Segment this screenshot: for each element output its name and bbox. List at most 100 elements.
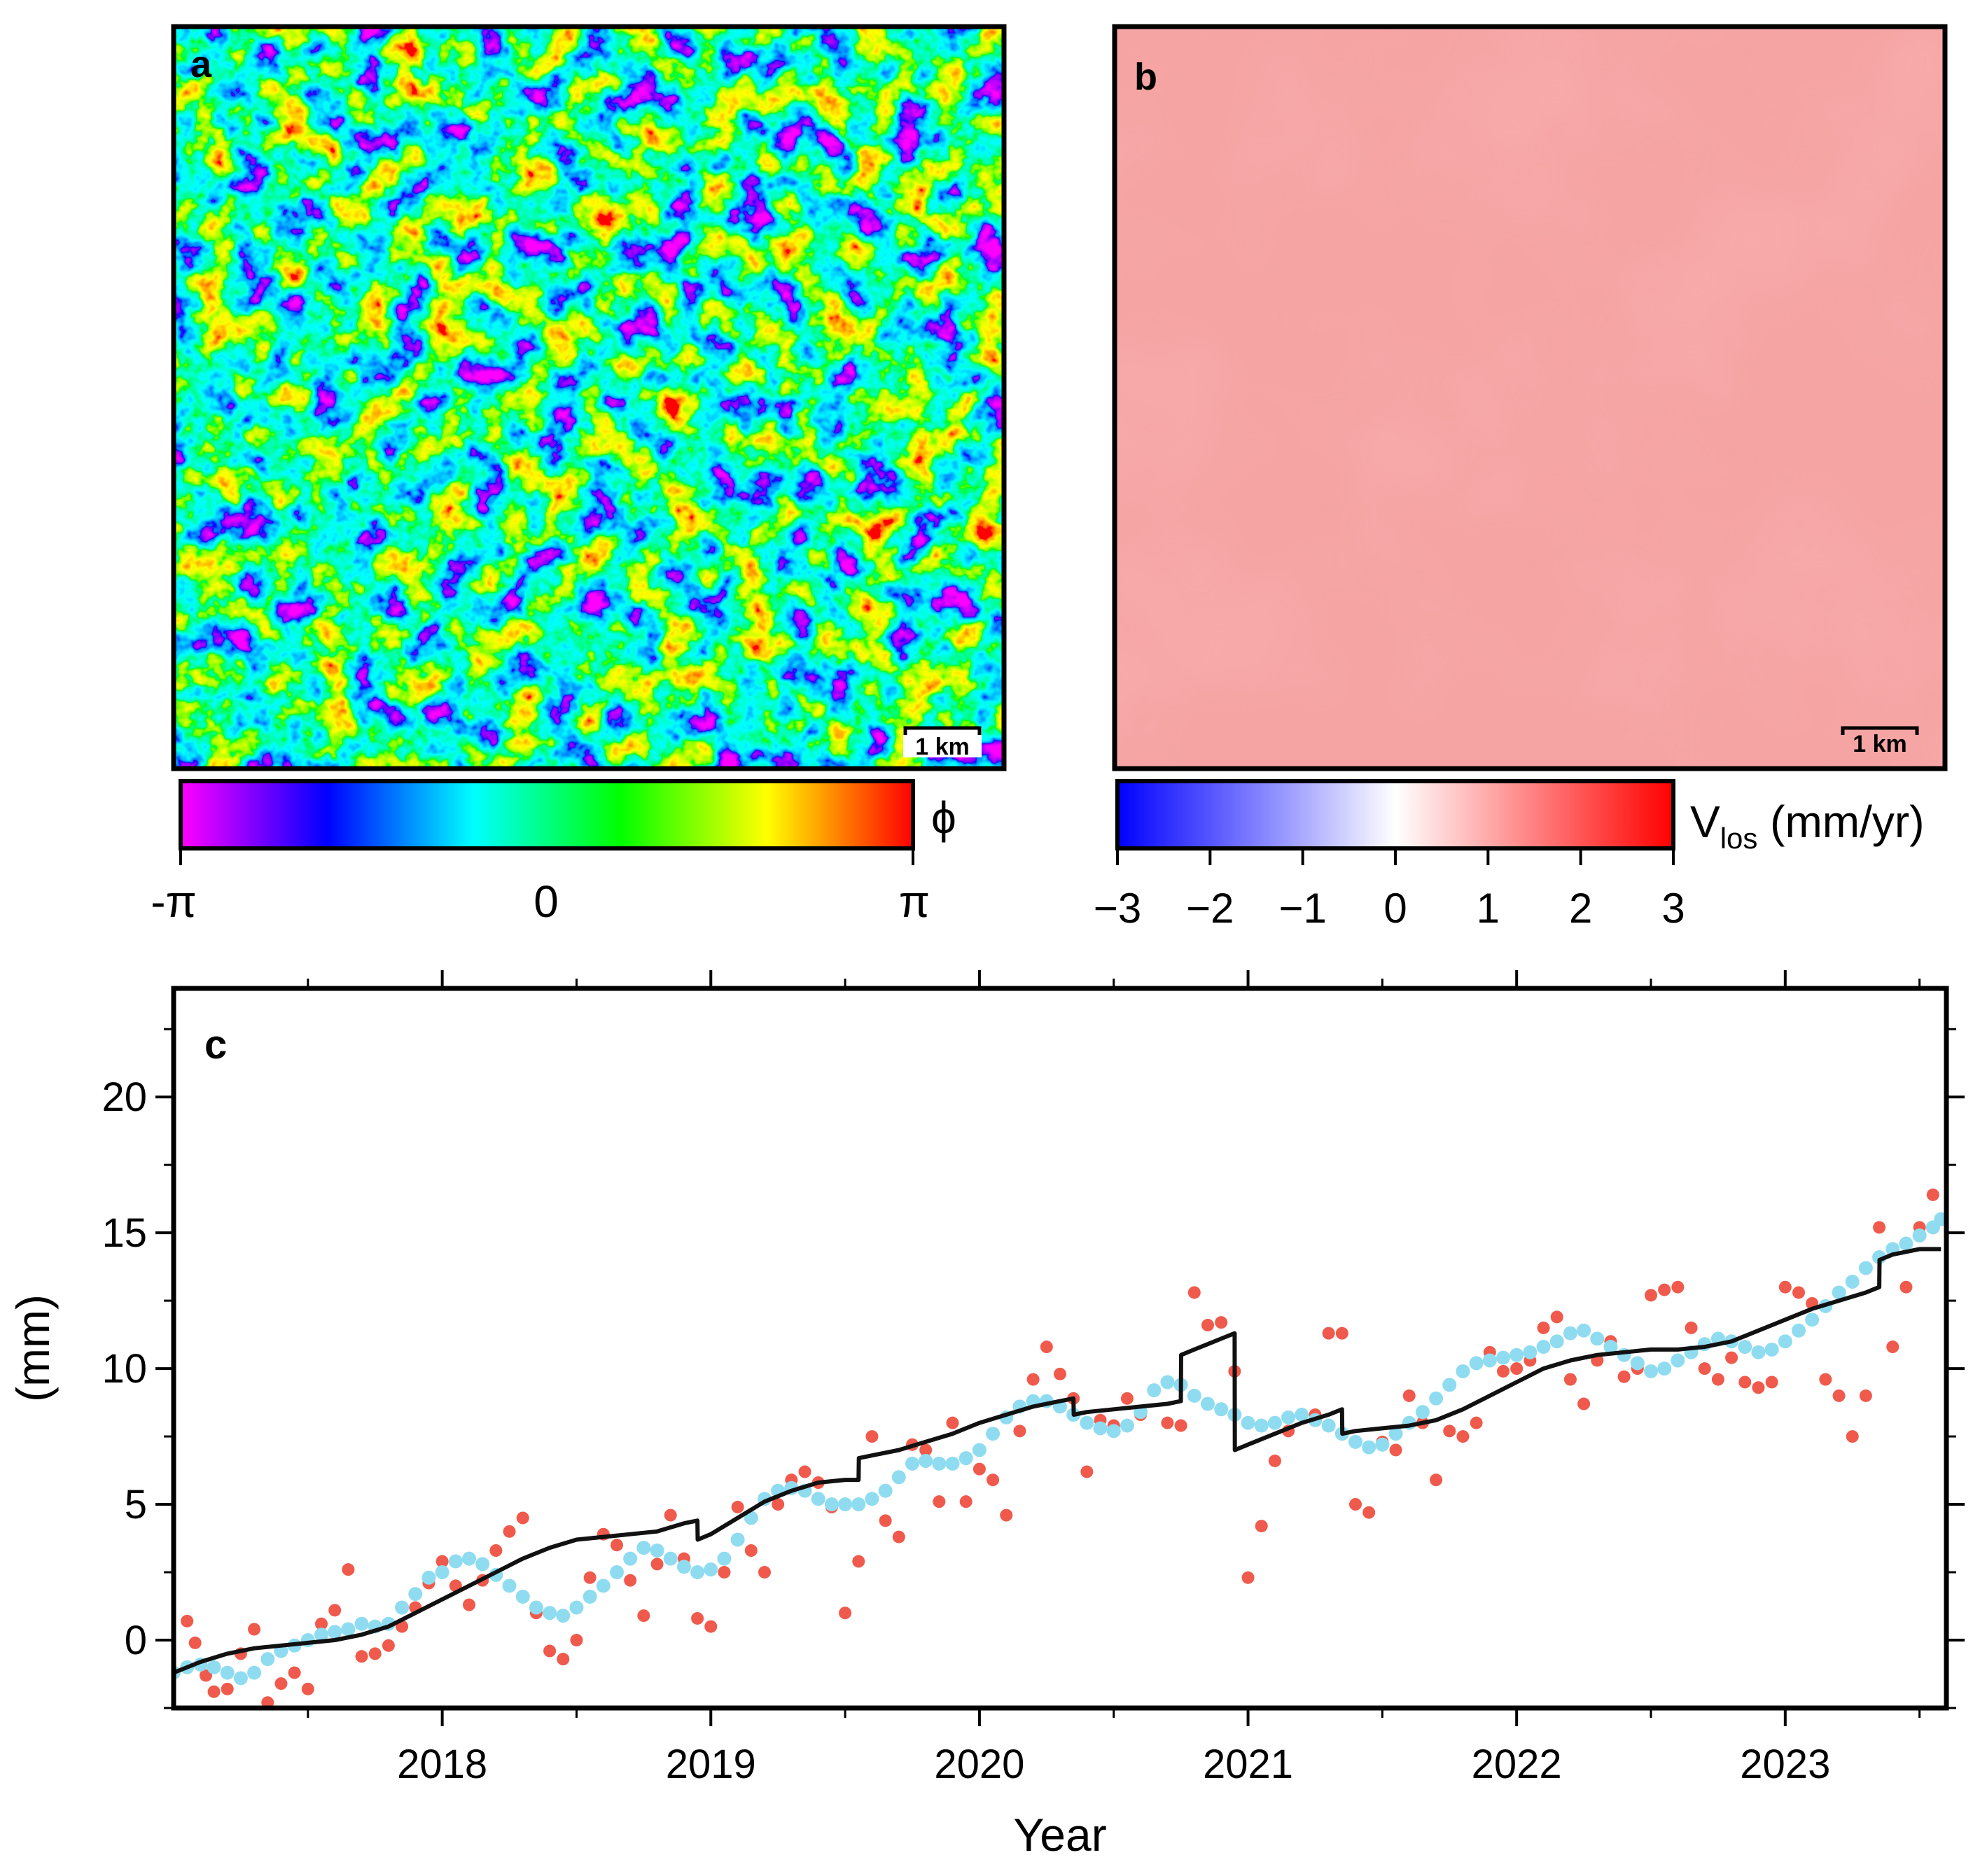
panel-a-phase-map (174, 27, 1004, 769)
smoothed-point (1577, 1323, 1591, 1338)
smoothed-point (811, 1492, 825, 1506)
panel-c-letter: c (204, 1022, 227, 1068)
smoothed-point (1281, 1410, 1296, 1424)
observed-point (798, 1465, 811, 1478)
smoothed-point (1442, 1378, 1457, 1392)
smoothed-point (690, 1565, 705, 1580)
observed-point (1617, 1370, 1631, 1383)
smoothed-point (233, 1671, 248, 1686)
observed-point (852, 1555, 865, 1568)
observed-point (200, 1669, 213, 1682)
observed-point (1362, 1506, 1376, 1519)
observed-point (1054, 1367, 1066, 1380)
observed-point (368, 1647, 382, 1660)
observed-point (261, 1696, 274, 1708)
smoothed-point (1792, 1323, 1806, 1338)
smoothed-point (1549, 1334, 1564, 1349)
smoothed-point (247, 1665, 262, 1680)
smoothed-point (1187, 1388, 1201, 1403)
observed-point (355, 1650, 368, 1663)
observed-point (946, 1416, 959, 1429)
smoothed-point (421, 1570, 436, 1585)
colorbar-b-tick-label: 2 (1569, 885, 1592, 932)
panel-a-colorbar-symbol: ϕ (931, 792, 956, 843)
colorbar-a-tick-1: 0 (534, 876, 559, 927)
smoothed-point (1214, 1402, 1229, 1417)
observed-point (1456, 1430, 1470, 1443)
smoothed-point (1738, 1340, 1752, 1354)
observed-point (221, 1682, 234, 1695)
observed-point (1013, 1424, 1026, 1438)
panel-b-velocity-texture (1115, 27, 1945, 769)
panel-b-frame (1112, 24, 1948, 771)
smoothed-point (1899, 1236, 1913, 1251)
observed-point (516, 1511, 529, 1525)
smoothed-point (354, 1616, 369, 1631)
observed-point (181, 1614, 194, 1628)
observed-point (435, 1555, 449, 1568)
observed-point (1926, 1188, 1939, 1201)
observed-point (691, 1611, 704, 1625)
smoothed-point (1321, 1418, 1336, 1433)
smoothed-point (663, 1551, 678, 1566)
observed-point (1322, 1326, 1335, 1340)
observed-point (1402, 1389, 1416, 1402)
smoothed-point (462, 1551, 476, 1566)
observed-point (959, 1495, 972, 1508)
panel-a-scalebar: 1 km (903, 726, 982, 760)
observed-point (1886, 1340, 1899, 1354)
observed-point (1215, 1316, 1228, 1329)
observed-point (1645, 1289, 1657, 1302)
smoothed-point (891, 1470, 906, 1485)
x-tick-label: 2018 (397, 1742, 487, 1787)
observed-point (1040, 1340, 1053, 1354)
smoothed-point (556, 1609, 571, 1623)
smoothed-point (905, 1456, 919, 1471)
observed-point (1497, 1364, 1510, 1378)
observed-point (557, 1653, 570, 1666)
observed-series (181, 1188, 1939, 1708)
smoothed-point (878, 1483, 893, 1498)
observed-point (1873, 1221, 1886, 1234)
smoothed-point (717, 1551, 732, 1566)
smoothed-point (945, 1456, 960, 1471)
y-tick-label: 10 (102, 1346, 147, 1392)
observed-point (1563, 1373, 1577, 1386)
observed-point (624, 1574, 637, 1587)
y-axis-label: (mm) (7, 1294, 59, 1402)
smoothed-point (502, 1578, 517, 1593)
panel-a-scalebar-label: 1 km (915, 734, 970, 760)
smoothed-point (1805, 1312, 1820, 1327)
panel-b-letter: b (1134, 56, 1157, 98)
observed-point (274, 1677, 288, 1690)
observed-point (1765, 1376, 1778, 1389)
observed-point (731, 1500, 744, 1513)
observed-point (1349, 1498, 1362, 1511)
observed-point (328, 1604, 342, 1617)
smoothed-point (919, 1453, 933, 1468)
smoothed-point (1496, 1350, 1510, 1365)
observed-point (1752, 1381, 1765, 1394)
observed-point (1268, 1454, 1281, 1467)
smoothed-point (1510, 1348, 1524, 1362)
observed-point (1120, 1392, 1134, 1405)
observed-point (1161, 1416, 1174, 1429)
observed-point (1846, 1430, 1859, 1443)
smoothed-point (1751, 1345, 1766, 1359)
observed-point (611, 1539, 623, 1552)
panel-b: b 1 km Vlos (mm/yr) −3 −2 −1 0 1 2 3 (1094, 24, 1948, 932)
smoothed-point (1267, 1415, 1282, 1430)
smoothed-point (824, 1497, 839, 1512)
smoothed-point (583, 1589, 597, 1604)
observed-point (718, 1566, 731, 1579)
smoothed-point (650, 1544, 664, 1558)
smoothed-point (1778, 1334, 1792, 1349)
smoothed-point (314, 1628, 328, 1642)
smoothed-point (1147, 1383, 1162, 1398)
colorbar-b-tick-label: −2 (1186, 885, 1234, 932)
observed-point (301, 1682, 314, 1695)
smoothed-point (838, 1497, 853, 1512)
smoothed-point (1093, 1421, 1108, 1436)
panel-a-colorbar-ticks: -π 0 π (151, 848, 930, 927)
